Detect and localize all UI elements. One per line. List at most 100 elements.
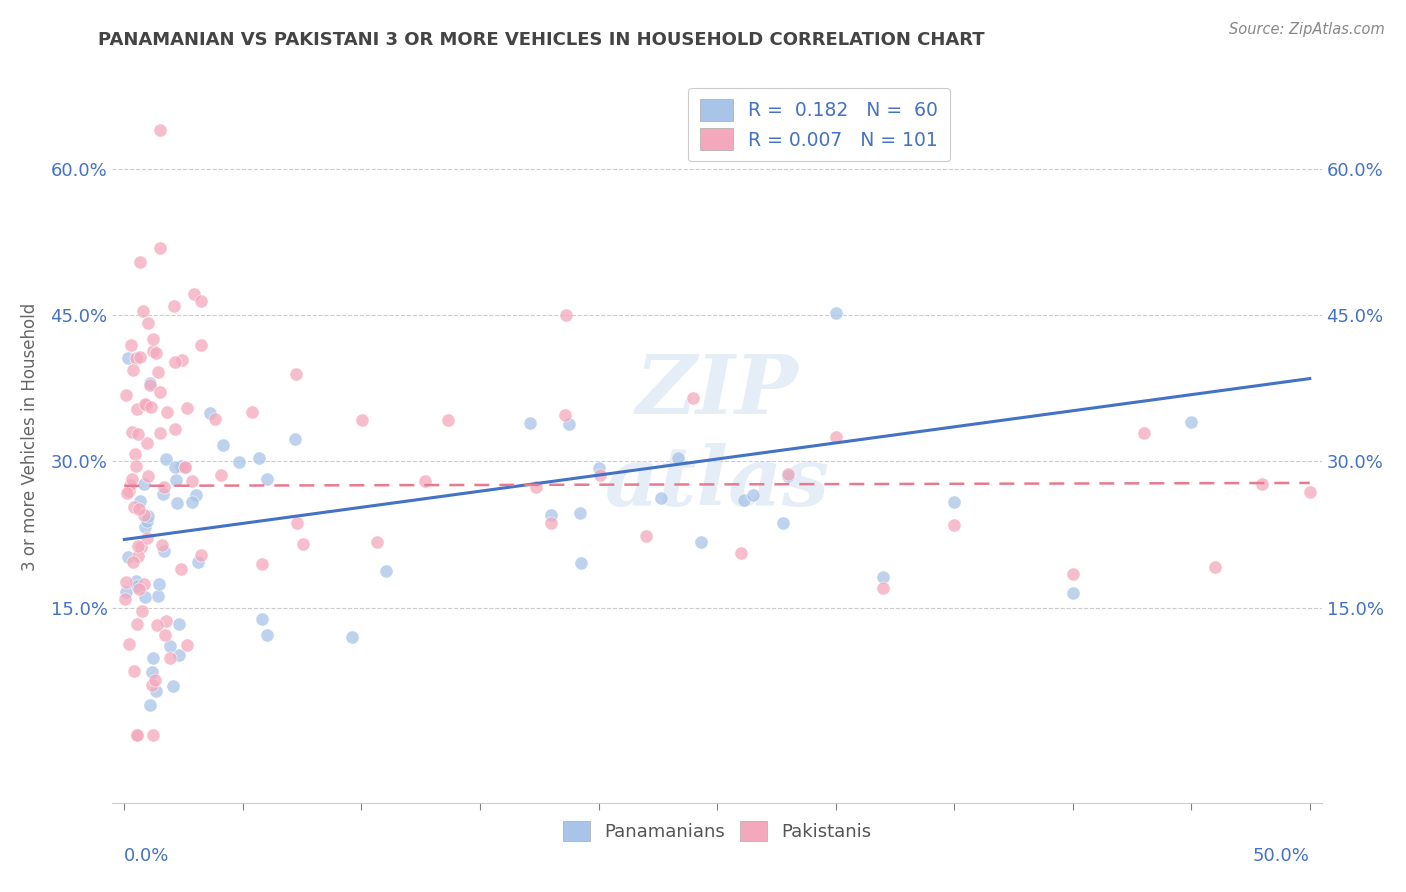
Point (148, 577, 170, 591)
Point (129, 255, 152, 269)
Point (1251, 476, 1274, 491)
Point (122, 500, 145, 514)
Point (122, 363, 145, 377)
Point (115, 388, 138, 402)
Point (1180, 415, 1202, 429)
Point (134, 519, 156, 533)
Point (132, 303, 155, 318)
Point (125, 401, 148, 416)
Point (136, 531, 159, 545)
Point (682, 391, 704, 405)
Point (733, 492, 755, 507)
Point (159, 640, 181, 654)
Point (943, 494, 966, 508)
Point (134, 590, 156, 604)
Point (138, 509, 160, 524)
Point (170, 459, 193, 474)
Point (540, 508, 562, 523)
Point (149, 123, 172, 137)
Point (155, 615, 177, 629)
Point (124, 447, 146, 461)
Point (778, 469, 800, 483)
Point (128, 501, 150, 516)
Point (174, 460, 197, 475)
Point (165, 459, 187, 474)
Point (1204, 560, 1226, 574)
Text: Source: ZipAtlas.com: Source: ZipAtlas.com (1229, 22, 1385, 37)
Point (142, 650, 165, 665)
Point (121, 338, 143, 352)
Point (156, 404, 179, 418)
Point (118, 637, 141, 651)
Point (148, 590, 170, 604)
Point (1299, 485, 1322, 500)
Point (588, 461, 610, 475)
Point (183, 287, 205, 301)
Point (125, 727, 148, 741)
Point (134, 577, 156, 591)
Point (141, 678, 163, 692)
Point (568, 507, 591, 521)
Point (519, 416, 541, 430)
Point (569, 556, 592, 570)
Point (1062, 567, 1084, 582)
Point (287, 516, 309, 530)
Point (142, 344, 165, 359)
Point (145, 346, 167, 360)
Point (146, 617, 169, 632)
Point (165, 473, 187, 487)
Point (117, 351, 139, 365)
Point (114, 575, 136, 590)
Point (155, 452, 177, 467)
Point (824, 306, 846, 320)
Point (413, 474, 436, 488)
Point (181, 475, 204, 489)
Point (118, 483, 141, 498)
Point (172, 352, 194, 367)
Point (127, 539, 149, 553)
Point (121, 425, 143, 440)
Point (127, 427, 149, 442)
Point (1133, 425, 1156, 440)
Point (145, 684, 167, 698)
Point (125, 351, 148, 366)
Point (114, 584, 136, 599)
Point (132, 508, 155, 523)
Point (115, 486, 138, 500)
Point (163, 354, 186, 368)
Point (666, 451, 689, 466)
Point (136, 468, 159, 483)
Point (256, 627, 278, 641)
Point (162, 680, 184, 694)
Point (135, 514, 157, 528)
Point (176, 401, 198, 416)
Point (165, 422, 187, 436)
Point (943, 517, 966, 532)
Point (153, 628, 176, 642)
Point (159, 650, 181, 665)
Point (114, 592, 136, 607)
Point (142, 727, 165, 741)
Point (181, 495, 204, 509)
Point (149, 241, 172, 255)
Point (127, 727, 149, 741)
Point (170, 562, 193, 576)
Point (190, 338, 212, 352)
Point (212, 437, 235, 451)
Point (872, 581, 894, 595)
Y-axis label: 3 or more Vehicles in Household: 3 or more Vehicles in Household (21, 303, 39, 571)
Point (127, 579, 149, 593)
Point (127, 616, 149, 631)
Point (176, 638, 198, 652)
Point (778, 467, 800, 481)
Point (650, 491, 672, 505)
Point (252, 557, 274, 571)
Point (146, 365, 169, 379)
Point (352, 413, 374, 427)
Point (436, 413, 458, 427)
Point (139, 376, 162, 390)
Point (139, 378, 162, 392)
Point (375, 564, 398, 578)
Point (135, 436, 157, 450)
Point (122, 555, 145, 569)
